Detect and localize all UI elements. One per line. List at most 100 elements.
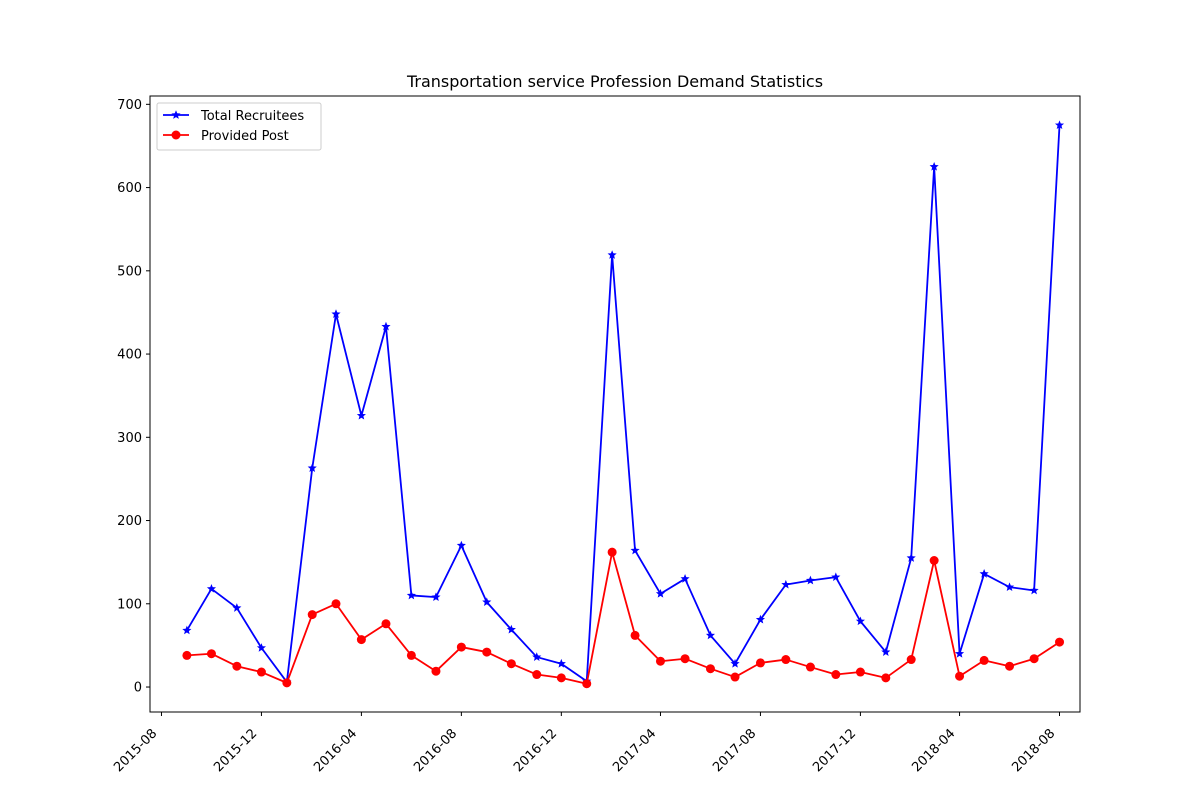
data-point-total-recruitees xyxy=(607,250,617,259)
data-point-provided-post xyxy=(307,610,317,620)
data-point-total-recruitees xyxy=(680,574,690,583)
x-tick-label: 2016-04 xyxy=(311,726,360,775)
x-tick-label: 2016-12 xyxy=(511,726,560,775)
chart-title: Transportation service Profession Demand… xyxy=(406,72,823,91)
data-point-provided-post xyxy=(955,671,965,681)
data-point-provided-post xyxy=(1029,654,1039,664)
x-tick-label: 2018-08 xyxy=(1009,726,1058,775)
data-point-total-recruitees xyxy=(1029,585,1039,595)
data-point-total-recruitees xyxy=(881,647,891,656)
x-tick-label: 2015-08 xyxy=(111,726,160,775)
legend-label-provided-post: Provided Post xyxy=(201,129,289,144)
data-point-total-recruitees xyxy=(805,575,815,585)
data-point-total-recruitees xyxy=(929,161,939,171)
y-tick-label: 700 xyxy=(117,98,142,113)
x-tick-label: 2018-04 xyxy=(909,726,958,775)
x-tick-label: 2016-08 xyxy=(411,726,460,775)
data-point-total-recruitees xyxy=(506,624,516,634)
data-point-provided-post xyxy=(929,555,939,565)
data-point-total-recruitees xyxy=(1054,120,1065,130)
data-point-total-recruitees xyxy=(256,643,266,652)
data-point-provided-post xyxy=(881,673,891,683)
data-point-provided-post xyxy=(582,679,592,689)
data-point-provided-post xyxy=(482,647,492,657)
data-point-total-recruitees xyxy=(655,588,666,598)
data-point-total-recruitees xyxy=(206,584,217,593)
data-point-provided-post xyxy=(630,630,640,640)
y-tick-label: 600 xyxy=(117,181,142,196)
data-point-provided-post xyxy=(532,670,542,680)
data-point-total-recruitees xyxy=(532,652,542,661)
data-point-provided-post xyxy=(607,547,617,557)
data-point-provided-post xyxy=(256,667,266,677)
legend: Total Recruitees Provided Post xyxy=(156,102,322,151)
data-point-provided-post xyxy=(381,619,391,629)
data-point-provided-post xyxy=(906,655,916,665)
data-point-total-recruitees xyxy=(307,463,317,472)
data-point-provided-post xyxy=(781,655,791,665)
data-point-total-recruitees xyxy=(954,648,965,658)
data-point-total-recruitees xyxy=(331,309,341,318)
data-point-total-recruitees xyxy=(979,569,989,578)
data-point-total-recruitees xyxy=(1004,582,1015,592)
x-tick-label: 2017-08 xyxy=(710,726,759,775)
data-point-provided-post xyxy=(1055,637,1065,647)
legend-marker-provided-post xyxy=(171,130,181,140)
data-point-total-recruitees xyxy=(356,410,366,420)
series-line-total-recruitees xyxy=(186,125,1061,683)
y-axis: 0 100 200 300 400 500 600 700 xyxy=(117,98,150,696)
data-point-total-recruitees xyxy=(855,616,865,626)
legend-label-total-recruitees: Total Recruitees xyxy=(200,109,304,124)
data-point-provided-post xyxy=(406,650,416,660)
x-tick-label: 2017-04 xyxy=(610,726,659,775)
y-tick-label: 300 xyxy=(117,431,142,446)
data-point-provided-post xyxy=(705,664,715,674)
data-point-total-recruitees xyxy=(705,630,716,640)
data-point-total-recruitees xyxy=(831,572,841,582)
y-tick-label: 400 xyxy=(117,348,142,363)
data-point-provided-post xyxy=(331,599,341,609)
y-tick-label: 100 xyxy=(117,597,142,612)
data-point-provided-post xyxy=(282,678,292,688)
data-point-provided-post xyxy=(456,642,466,652)
data-point-total-recruitees xyxy=(730,658,740,668)
plot-frame xyxy=(149,95,1081,713)
data-point-total-recruitees xyxy=(456,540,466,550)
data-point-provided-post xyxy=(356,635,366,645)
legend-marker-total-recruitees xyxy=(171,110,181,119)
y-tick-label: 500 xyxy=(117,264,142,279)
data-point-total-recruitees xyxy=(781,579,791,589)
data-point-total-recruitees xyxy=(906,553,916,562)
data-point-provided-post xyxy=(556,673,566,683)
data-point-provided-post xyxy=(206,649,216,659)
legend-box xyxy=(156,102,322,151)
data-point-total-recruitees xyxy=(232,603,242,612)
data-point-provided-post xyxy=(506,659,516,669)
data-point-provided-post xyxy=(855,667,865,677)
series-layer xyxy=(182,120,1065,689)
data-point-total-recruitees xyxy=(406,590,416,600)
data-point-provided-post xyxy=(655,656,665,666)
data-point-provided-post xyxy=(755,658,765,668)
data-point-provided-post xyxy=(680,654,690,664)
data-point-provided-post xyxy=(232,661,242,671)
y-tick-label: 200 xyxy=(117,514,142,529)
data-point-provided-post xyxy=(979,655,989,665)
data-point-total-recruitees xyxy=(431,592,441,602)
data-point-total-recruitees xyxy=(381,321,391,331)
y-tick-label: 0 xyxy=(134,681,142,696)
data-point-provided-post xyxy=(730,672,740,682)
data-point-provided-post xyxy=(831,670,841,680)
data-point-provided-post xyxy=(182,650,192,660)
data-point-total-recruitees xyxy=(556,658,566,668)
data-point-total-recruitees xyxy=(630,545,640,555)
series-line-provided-post xyxy=(186,551,1061,685)
x-tick-label: 2017-12 xyxy=(810,726,859,775)
data-point-provided-post xyxy=(431,666,441,676)
x-axis: 2015-08 2015-12 2016-04 2016-08 2016-12 2017-… xyxy=(111,712,1061,775)
x-tick-label: 2015-12 xyxy=(211,726,260,775)
data-point-provided-post xyxy=(1005,661,1015,671)
data-point-provided-post xyxy=(805,662,815,672)
data-point-total-recruitees xyxy=(755,614,766,624)
